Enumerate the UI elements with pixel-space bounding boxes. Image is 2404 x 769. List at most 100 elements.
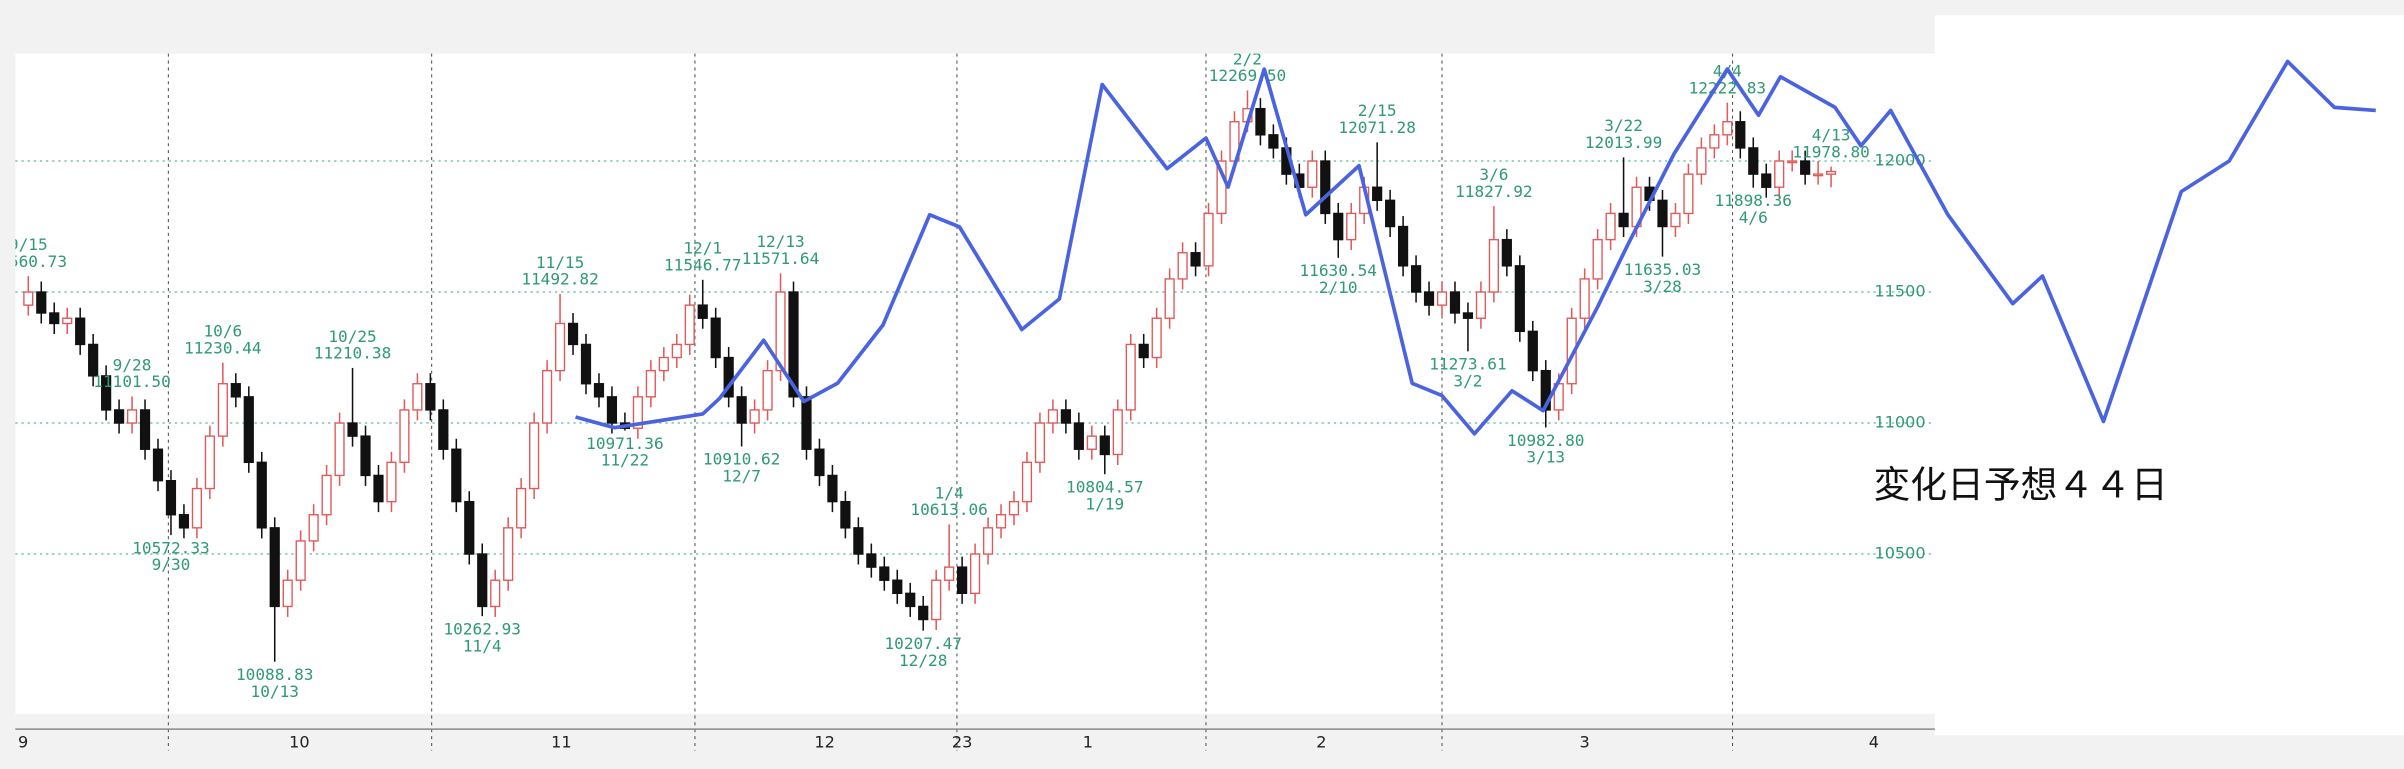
- annotation-price: 10971.36: [586, 434, 663, 453]
- candle-body: [1527, 330, 1538, 372]
- annotation-price: 10207.47: [884, 634, 961, 653]
- candle-body: [1592, 238, 1603, 280]
- candle-body: [347, 422, 358, 437]
- candle-body: [1488, 238, 1499, 293]
- candle-body: [788, 291, 799, 398]
- candle-body: [1307, 160, 1318, 188]
- candle-body: [1372, 186, 1383, 202]
- annotation-date: 3/22: [1604, 116, 1643, 135]
- candle-body: [126, 409, 138, 424]
- candle-body: [1605, 212, 1616, 241]
- candle-body: [1423, 291, 1435, 306]
- candle-body: [75, 317, 86, 346]
- candle-body: [710, 317, 721, 359]
- x-tick-label: 1: [1083, 732, 1093, 751]
- candle-body: [516, 487, 527, 529]
- candle-body: [243, 396, 254, 464]
- candle-body: [957, 566, 968, 595]
- annotation-date: 1/4: [935, 483, 964, 502]
- candle-body: [645, 369, 656, 398]
- candle-body: [1683, 173, 1694, 215]
- annotation-price: 11560.73: [0, 252, 67, 271]
- annotation-price: 11101.50: [93, 372, 170, 391]
- candle-body: [1216, 160, 1227, 215]
- candle-body: [658, 356, 669, 372]
- candle-body: [1112, 409, 1123, 456]
- candle-body: [1748, 147, 1759, 175]
- candle-body: [191, 487, 203, 529]
- candle-body: [1540, 369, 1551, 411]
- candle-body: [256, 461, 267, 529]
- annotation-price: 11978.80: [1792, 142, 1869, 161]
- candle-body: [1618, 212, 1629, 228]
- candle-body: [36, 291, 47, 314]
- annotation-date: 2/10: [1319, 278, 1358, 297]
- candle-body: [1436, 291, 1448, 306]
- candle-body: [113, 409, 125, 424]
- annotation-price: 11630.54: [1300, 261, 1377, 280]
- candle-body: [697, 304, 708, 319]
- candle-body: [1346, 212, 1357, 241]
- candle-body: [334, 422, 345, 477]
- candle-body: [944, 566, 955, 581]
- candle-body: [477, 553, 488, 608]
- candle-body: [451, 448, 462, 503]
- annotation-price: 11210.38: [314, 344, 391, 363]
- annotation-date: 3/13: [1526, 448, 1565, 467]
- annotation-price: 12013.99: [1585, 133, 1662, 152]
- candle-body: [762, 369, 773, 411]
- candle-body: [736, 396, 747, 424]
- annotation-date: 10/6: [203, 322, 242, 341]
- candle-body: [892, 579, 903, 595]
- candle-body: [866, 553, 877, 568]
- candle-body: [1099, 435, 1110, 456]
- candle-body: [1475, 291, 1487, 319]
- candle-body: [386, 461, 397, 503]
- candle-body: [1203, 212, 1214, 267]
- x-tick-label: 11: [551, 732, 571, 751]
- candle-body: [1722, 121, 1733, 136]
- candle-body: [1696, 147, 1707, 175]
- candle-body: [425, 383, 436, 411]
- candle-body: [1125, 343, 1136, 411]
- candle-body: [464, 500, 475, 555]
- x-tick-label: 9: [18, 732, 28, 751]
- candle-body: [62, 317, 73, 325]
- annotation-date: 1/19: [1085, 494, 1124, 513]
- annotation-date: 11/15: [536, 253, 584, 272]
- candle-body: [801, 396, 812, 450]
- candle-body: [982, 527, 994, 555]
- candle-body: [204, 435, 215, 490]
- candle-body: [217, 383, 228, 437]
- candle-body: [749, 409, 760, 424]
- annotation: 変化日予想４４日: [1874, 464, 2168, 507]
- annotation-date: 12/28: [899, 651, 947, 670]
- candle-body: [269, 527, 280, 608]
- candle-body: [671, 343, 682, 359]
- annotation-price: 12222.83: [1689, 78, 1766, 97]
- annotation-price: 10262.93: [443, 619, 520, 638]
- annotation-price: 11827.92: [1455, 182, 1532, 201]
- plot-area: [15, 53, 1935, 714]
- y-tick-label: 10500: [1874, 544, 1925, 563]
- candle-body: [1825, 170, 1837, 175]
- candle-body: [165, 479, 177, 516]
- annotation-date: 11/4: [463, 636, 502, 655]
- candle-body: [503, 527, 514, 581]
- candle-body: [684, 304, 695, 346]
- candle-body: [139, 409, 151, 450]
- candle-body: [1190, 252, 1201, 267]
- annotation-price: 11492.82: [521, 270, 598, 289]
- candle-body: [308, 514, 319, 542]
- candle-body: [321, 474, 332, 516]
- annotation-date: 12/7: [722, 467, 761, 486]
- candle-body: [995, 514, 1007, 529]
- candle-body: [554, 322, 566, 372]
- forecast-line: [575, 59, 2376, 436]
- y-tick-label: 12000: [1874, 151, 1925, 170]
- x-tick-label: 3: [1580, 732, 1590, 751]
- candle-body: [529, 422, 540, 490]
- candle-body: [723, 356, 734, 398]
- candle-body: [1579, 278, 1590, 319]
